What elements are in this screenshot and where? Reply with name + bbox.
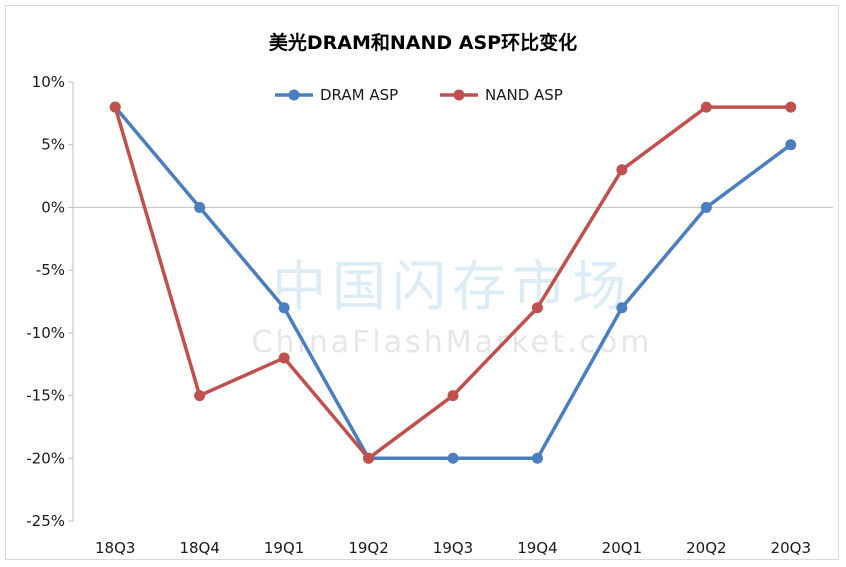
y-tick-label: -25% [26, 512, 65, 530]
dram-data-point [531, 452, 543, 464]
x-tick-label: 19Q2 [348, 539, 388, 557]
x-tick-label: 20Q3 [771, 539, 811, 557]
nand-legend-swatch-marker [453, 89, 465, 101]
y-tick-label: 0% [41, 198, 65, 216]
nand-data-point [447, 390, 459, 402]
legend: DRAM ASP NAND ASP [275, 86, 563, 104]
nand-data-point [531, 302, 543, 314]
nand-data-point [616, 164, 628, 176]
dram-data-point [194, 201, 206, 213]
watermark: 中国闪存市场 ChinaFlashMarket.com [251, 255, 652, 360]
y-tick-label: 10% [32, 73, 65, 91]
x-tick-label: 19Q3 [433, 539, 473, 557]
x-tick-label: 19Q1 [264, 539, 304, 557]
dram-data-point [616, 302, 628, 314]
x-tick-label: 20Q1 [602, 539, 642, 557]
dram-legend-label: DRAM ASP [320, 86, 398, 104]
series-layer [109, 101, 797, 464]
y-tick-label: -5% [36, 261, 65, 279]
dram-data-point [785, 139, 797, 151]
nand-data-point [278, 352, 290, 364]
watermark-cn: 中国闪存市场 [272, 255, 632, 318]
y-tick-label: 5% [41, 136, 65, 154]
dram-legend-swatch-marker [288, 89, 300, 101]
chart-title: 美光DRAM和NAND ASP环比变化 [268, 32, 578, 54]
x-tick-label: 18Q3 [95, 539, 135, 557]
chart-frame [5, 5, 839, 560]
nand-data-point [109, 101, 121, 113]
x-tick-label: 19Q4 [517, 539, 557, 557]
y-tick-label: -15% [26, 387, 65, 405]
nand-data-point [700, 101, 712, 113]
x-tick-label: 18Q4 [179, 539, 219, 557]
nand-data-point [785, 101, 797, 113]
y-tick-label: -10% [26, 324, 65, 342]
watermark-en: ChinaFlashMarket.com [251, 325, 652, 360]
nand-data-point [194, 390, 206, 402]
x-tick-label: 20Q2 [686, 539, 726, 557]
dram-data-point [700, 201, 712, 213]
dram-data-point [447, 452, 459, 464]
y-tick-label: -20% [26, 449, 65, 467]
nand-legend-label: NAND ASP [485, 86, 563, 104]
nand-data-point [363, 452, 375, 464]
dram-data-point [278, 302, 290, 314]
